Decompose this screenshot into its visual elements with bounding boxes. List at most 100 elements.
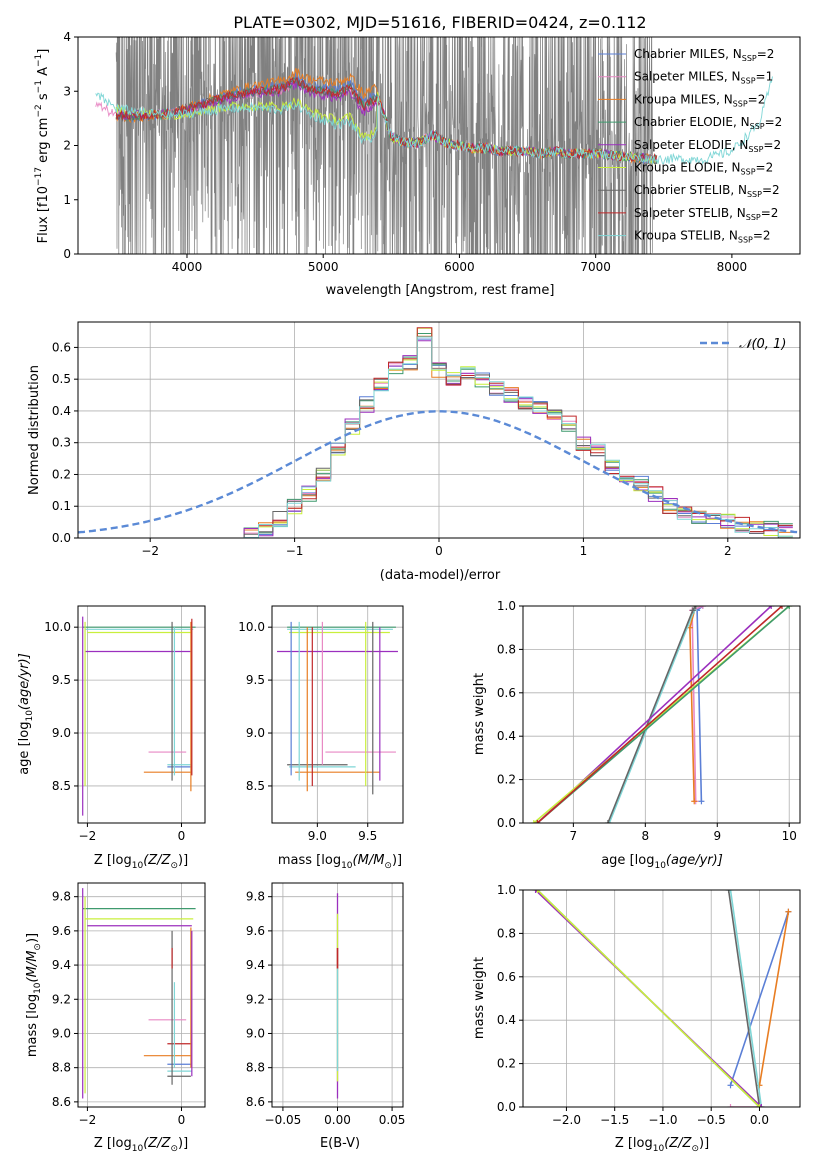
x-axis-label: (data-model)/error [380, 568, 501, 583]
y-tick-label: 0.1 [52, 499, 71, 513]
x-tick-label: −1.5 [600, 1113, 629, 1127]
y-axis-label: mass weight [472, 673, 487, 755]
cumulative-mass-line [727, 890, 761, 1107]
age-vs-metallicity-panel: −2 08.59.09.510.0Z [log10(Z/Z⊙)]age [log1… [17, 605, 206, 871]
legend-entry: Chabrier ELODIE, NSSP=2 [634, 115, 782, 131]
label-part: (data-model)/error [380, 568, 501, 583]
axes-frame [77, 882, 206, 1108]
legend-name: Salpeter MILES [634, 70, 724, 84]
residual-histogram [78, 336, 793, 538]
y-tick-label: 9.5 [246, 673, 265, 687]
legend-name: Salpeter ELODIE [634, 138, 732, 152]
plot-area [530, 606, 793, 823]
label-part: )] [25, 933, 40, 943]
cumulative-metallicity-panel: −2.0 −1.5 −1.0 −0.5 0.0 0.0 0.2 0.4 0.6 0.8 1.0 Z [… [472, 883, 801, 1154]
cumulative-mass-line [536, 606, 783, 823]
y-tick-label: 0.5 [52, 372, 71, 386]
y-axis-label: age [log10(age/yr)] [17, 653, 35, 775]
x-tick-label: −2 [79, 829, 97, 843]
y-tick-label: 0.4 [52, 404, 71, 418]
plot-area [82, 888, 196, 1099]
legend-n: , N [724, 161, 741, 175]
y-axis-label: mass [log10(M/M⊙)] [25, 933, 43, 1057]
y-tick-label: 8.6 [246, 1095, 265, 1109]
label-part: −2 [34, 104, 44, 117]
label-part: ⊙ [170, 1144, 178, 1154]
x-tick-label: −2.0 [552, 1113, 581, 1127]
legend-name: Kroupa ELODIE [634, 161, 724, 175]
legend-entry: Kroupa MILES, NSSP=2 [634, 92, 765, 108]
y-axis-label: Normed distribution [27, 365, 42, 495]
label-part: 10 [341, 861, 353, 871]
legend-name: Chabrier STELIB [634, 183, 730, 197]
legend-sub: SSP [741, 77, 756, 86]
legend-name: Chabrier MILES [634, 47, 725, 61]
legend-eq: = [748, 92, 758, 106]
legend-name: Kroupa STELIB [634, 229, 721, 243]
y-tick-label: 0.3 [52, 436, 71, 450]
legend-sub: SSP [733, 99, 748, 108]
label-part: age [log [601, 853, 654, 868]
label-part: mass weight [472, 957, 487, 1039]
x-tick-label: 1 [580, 544, 588, 558]
y-tick-label: 10.0 [238, 620, 265, 634]
y-tick-label: 9.5 [52, 673, 71, 687]
axes-frame [77, 605, 206, 824]
x-tick-label: −0.05 [265, 1113, 302, 1127]
y-tick-label: 4 [63, 30, 71, 44]
legend-n: , N [721, 229, 738, 243]
y-tick-label: 0.8 [497, 642, 516, 656]
y-tick-label: 9.6 [246, 924, 265, 938]
label-part: )] [178, 853, 188, 868]
mass-vs-metallicity-panel: −2 08.68.89.09.29.49.69.8Z [log10(Z/Z⊙)]m… [25, 882, 206, 1154]
model-spectrum [115, 91, 658, 165]
label-part: Normed distribution [27, 365, 42, 495]
x-tick-label: 0.00 [324, 1113, 351, 1127]
cumulative-mass-line [729, 911, 790, 1086]
legend-count: 2 [771, 206, 779, 220]
legend-n: , N [725, 47, 742, 61]
legend-sub: SSP [750, 122, 765, 131]
y-tick-label: 9.2 [52, 992, 71, 1006]
y-tick-label: 0.8 [497, 926, 516, 940]
x-tick-label: −2 [141, 544, 159, 558]
plot-area [95, 37, 773, 254]
y-tick-label: 0 [63, 247, 71, 261]
y-tick-label: 0.0 [497, 1100, 516, 1114]
x-tick-label: 8 [641, 829, 649, 843]
label-part: (Z/Z [664, 1136, 692, 1151]
label-part: mass [log [25, 994, 40, 1057]
label-part: Z [log [94, 853, 132, 868]
x-axis-label: Z [log10(Z/Z⊙)] [94, 1136, 188, 1154]
y-tick-label: 9.6 [52, 924, 71, 938]
x-tick-label: −1 [286, 544, 304, 558]
y-tick-label: 0.2 [497, 1057, 516, 1071]
label-part: Z [log [615, 1136, 653, 1151]
label-part: ⊙ [170, 861, 178, 871]
label-part: Flux [f [36, 202, 51, 243]
y-tick-label: 0.6 [497, 686, 516, 700]
figure-title: PLATE=0302, MJD=51616, FIBERID=0424, z=0… [233, 13, 646, 32]
label-part: −17 [34, 167, 44, 186]
y-tick-label: 10.0 [44, 620, 71, 634]
residual-histogram [78, 340, 793, 538]
legend-count: 2 [766, 161, 774, 175]
legend-entry: Salpeter MILES, NSSP=1 [634, 70, 773, 86]
x-tick-label: −2 [79, 1113, 97, 1127]
legend-count: 2 [767, 47, 775, 61]
legend-eq: = [756, 161, 766, 175]
y-tick-label: 9.2 [246, 992, 265, 1006]
label-part: ⊙ [384, 861, 392, 871]
y-tick-label: 3 [63, 84, 71, 98]
label-part: (Z/Z [143, 1136, 171, 1151]
legend-eq: = [762, 183, 772, 197]
y-tick-label: 9.0 [52, 726, 71, 740]
model-spectrum [95, 76, 773, 166]
plot-area [277, 621, 398, 795]
x-tick-label: 6000 [444, 260, 475, 274]
y-tick-label: 9.0 [52, 1026, 71, 1040]
legend-eq: = [753, 229, 763, 243]
gaussian-curve [78, 410, 798, 534]
label-part: ] [36, 49, 51, 54]
cumulative-mass-line [729, 890, 763, 1107]
